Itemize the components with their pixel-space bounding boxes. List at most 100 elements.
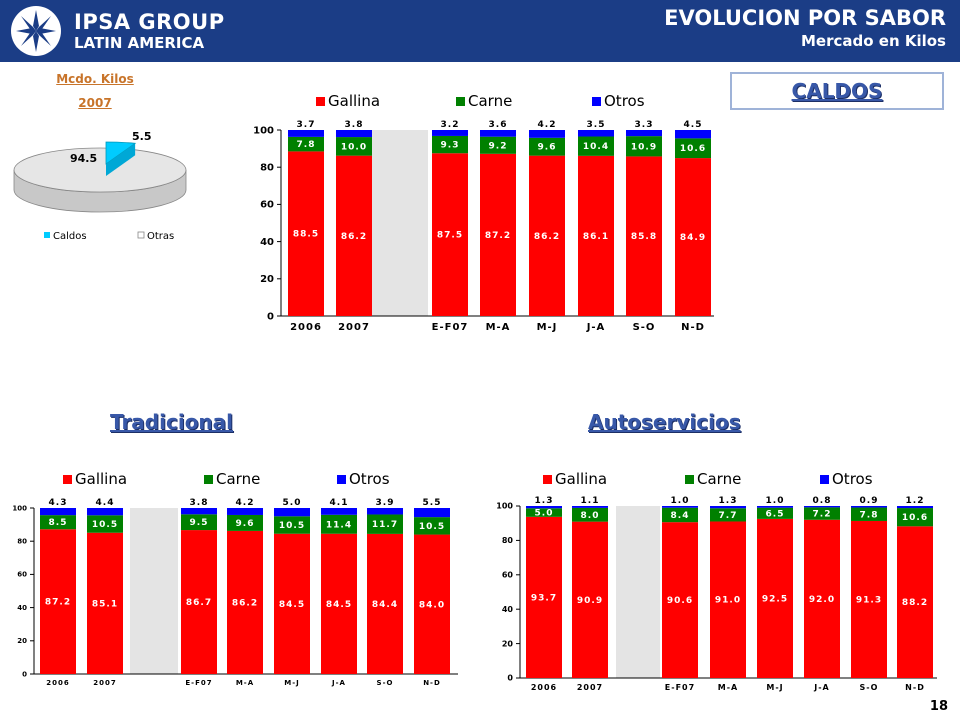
data-label-otros: 4.5	[684, 120, 703, 130]
data-label-carne: 8.4	[671, 511, 690, 521]
bar-carne	[572, 507, 608, 522]
bar-gallina	[87, 532, 123, 674]
bar-gallina	[336, 155, 372, 316]
main-stacked-bar-chart: 0 20 40 60 80 100 88.5 7.8 3.7 2006 86.2 10.0 3.8 200…	[253, 92, 714, 333]
bar-carne	[626, 136, 662, 157]
bar-carne	[336, 137, 372, 156]
x-tick-label: M-J	[537, 322, 558, 333]
chart-gap-area	[616, 506, 660, 678]
data-label-otros: 4.2	[538, 120, 557, 130]
data-label-gallina: 87.2	[485, 231, 511, 241]
bar-otros	[572, 506, 608, 508]
pie-value-label-caldos: 5.5	[132, 130, 152, 143]
data-label-carne: 11.4	[326, 520, 352, 530]
bar-carne	[804, 507, 840, 520]
bar-otros	[757, 506, 793, 508]
bar-gallina	[288, 151, 324, 316]
x-tick-label: 2006	[46, 679, 69, 687]
data-label-gallina: 84.9	[680, 233, 706, 243]
bar-carne	[851, 507, 887, 521]
data-label-gallina: 84.5	[326, 600, 352, 610]
data-label-otros: 4.1	[330, 498, 349, 508]
bar-otros	[367, 508, 403, 515]
legend-label-gallina: Gallina	[328, 92, 380, 110]
legend-label-otros: Otros	[832, 470, 873, 488]
data-label-carne: 9.6	[538, 143, 557, 153]
data-label-carne: 10.5	[92, 520, 118, 530]
legend-swatch-carne	[685, 475, 694, 484]
data-label-gallina: 84.0	[419, 600, 445, 610]
y-tick-label: 40	[17, 604, 27, 612]
bar-carne	[529, 137, 565, 156]
bar-otros	[414, 508, 450, 518]
x-tick-label: 2006	[290, 322, 322, 333]
bar-carne	[87, 515, 123, 533]
data-label-gallina: 85.1	[92, 599, 118, 609]
legend-swatch-caldos	[44, 232, 50, 238]
pie-title-line-1: Mcdo. Kilos	[56, 72, 134, 86]
data-label-carne: 10.9	[631, 142, 657, 152]
x-tick-label: S-O	[377, 679, 394, 687]
category-label-box: CALDOS	[730, 72, 944, 110]
chart-gap-area	[372, 130, 428, 316]
chart-gap-area	[130, 508, 178, 674]
bar-otros	[526, 506, 562, 509]
data-label-carne: 10.6	[902, 513, 928, 523]
bar-carne	[432, 135, 468, 154]
data-label-otros: 1.3	[719, 496, 738, 506]
pie-slice-caldos-side	[106, 143, 136, 176]
bar-otros	[321, 508, 357, 515]
data-label-carne: 11.7	[372, 520, 398, 530]
x-tick-label: M-J	[284, 679, 299, 687]
data-label-otros: 3.7	[297, 120, 316, 130]
legend-label-carne: Carne	[468, 92, 512, 110]
data-label-otros: 3.3	[635, 120, 654, 130]
x-tick-label: J-A	[331, 679, 346, 687]
data-label-gallina: 86.2	[341, 232, 367, 242]
legend-label-otros: Otros	[604, 92, 645, 110]
bar-carne	[181, 514, 217, 531]
legend-swatch-otros	[337, 475, 346, 484]
data-label-carne: 6.5	[766, 509, 785, 519]
data-label-gallina: 84.4	[372, 600, 398, 610]
data-label-gallina: 86.7	[186, 598, 212, 608]
data-label-otros: 4.3	[49, 498, 68, 508]
bar-otros	[662, 506, 698, 508]
bar-otros	[626, 130, 662, 137]
bar-carne	[526, 508, 562, 517]
x-tick-label: M-J	[766, 683, 783, 692]
x-tick-label: E-F07	[665, 683, 695, 692]
y-tick-label: 80	[260, 163, 274, 174]
x-tick-label: M-A	[236, 679, 254, 687]
company-logo: IPSA GROUP LATIN AMERICA	[8, 4, 258, 58]
header-bar: IPSA GROUP LATIN AMERICA EVOLUCION POR S…	[0, 0, 960, 62]
data-label-gallina: 88.5	[293, 230, 319, 240]
legend-swatch-carne	[204, 475, 213, 484]
data-label-carne: 10.0	[341, 142, 367, 152]
bar-carne	[675, 138, 711, 159]
y-tick-label: 100	[253, 125, 274, 136]
x-tick-label: S-O	[860, 683, 879, 692]
x-tick-label: 2007	[577, 683, 603, 692]
data-label-otros: 1.3	[535, 496, 554, 506]
data-label-otros: 3.6	[489, 120, 508, 130]
bar-carne	[40, 515, 76, 530]
bar-otros	[675, 130, 711, 139]
y-tick-label: 40	[502, 605, 514, 614]
y-tick-label: 60	[17, 571, 27, 579]
legend-swatch-otros	[820, 475, 829, 484]
data-label-carne: 7.2	[813, 510, 832, 520]
bar-otros	[40, 508, 76, 516]
bar-otros	[710, 506, 746, 509]
x-tick-label: J-A	[586, 322, 606, 333]
legend-label-caldos: Caldos	[53, 231, 87, 242]
data-label-gallina: 91.3	[856, 595, 882, 605]
y-tick-label: 20	[502, 639, 514, 648]
page-title: EVOLUCION POR SABOR	[664, 6, 946, 30]
data-label-gallina: 90.6	[667, 596, 693, 606]
data-label-gallina: 93.7	[531, 593, 557, 603]
autoservicios-stacked-bar-chart: 0 20 40 60 80 100 93.7 5.0 1.3 2006 90.9 8.0 1.1 2007…	[496, 470, 937, 692]
bar-gallina	[897, 526, 933, 678]
bar-gallina	[675, 158, 711, 316]
bar-carne	[367, 514, 403, 534]
